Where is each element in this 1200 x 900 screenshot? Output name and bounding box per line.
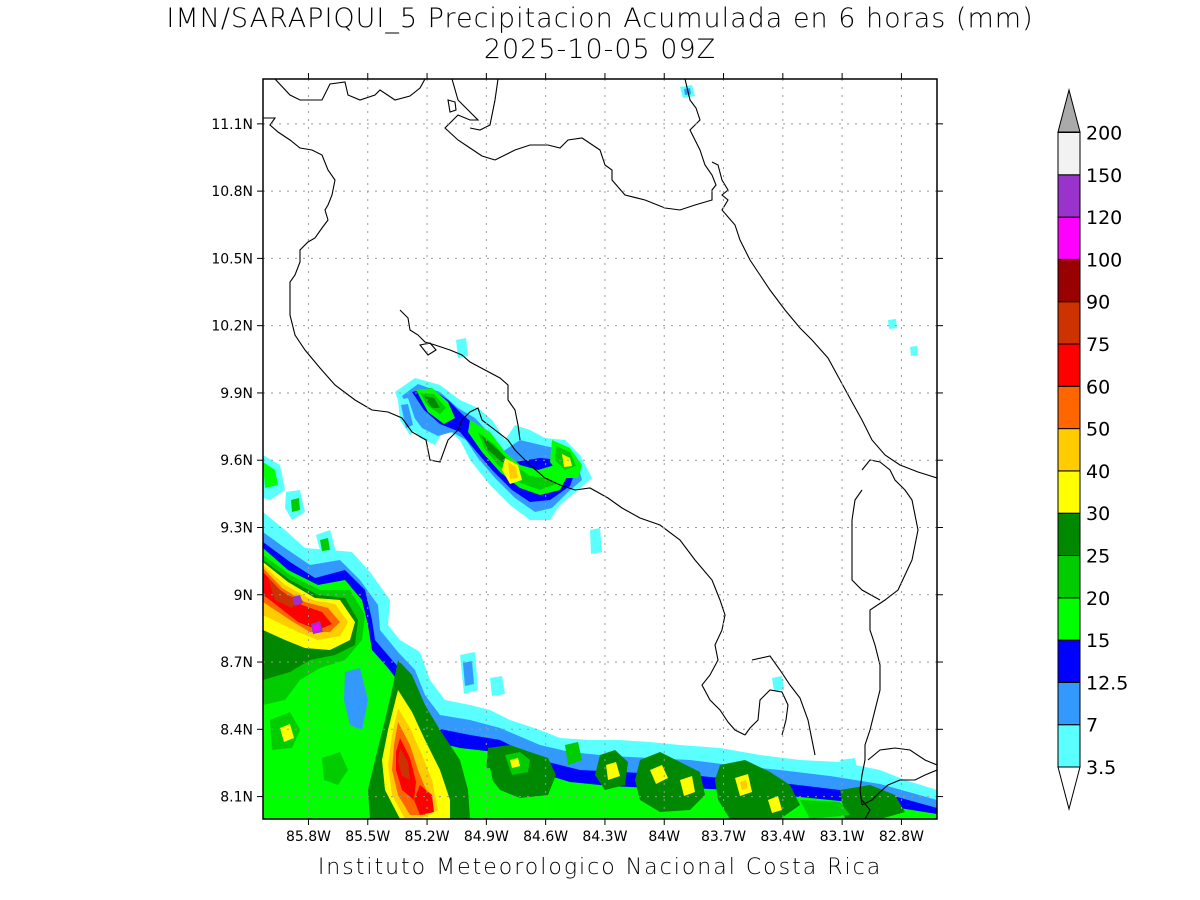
colorbar: 3.5 7 12.5 15 20 25 30 40 50 60 75 90 100 120 150 200 [1057,88,1128,811]
lat-tick-label: 9N [234,588,253,604]
colorbar-swatch [1057,385,1081,430]
rain-cell-south-coast-east [470,742,905,819]
grid-lines [263,79,937,819]
colorbar-label: 50 [1086,419,1110,441]
precipitation-field [263,85,937,819]
lon-tick-label: 82.8W [879,829,924,845]
lat-tick-label: 9.3N [220,520,253,536]
colorbar-label: 20 [1086,588,1110,610]
colorbar-label: 75 [1086,334,1110,356]
colorbar-label: 30 [1086,503,1110,525]
lat-tick-label: 8.1N [220,790,253,806]
rain-cell-central-south [368,660,470,819]
colorbar-swatch [1057,343,1081,387]
colorbar-swatch [1057,724,1081,768]
map-timestamp: 2025-10-05 09Z [483,34,717,65]
lat-tick-label: 10.8N [211,184,253,200]
lat-tick-label: 10.5N [211,251,253,267]
lon-tick-label: 84.3W [582,829,627,845]
colorbar-label: 7 [1086,715,1098,737]
lon-tick-label: 83.4W [760,829,805,845]
rain-cell-west-coast [263,338,602,696]
coastline-outline [263,79,937,819]
plot-frame [262,78,938,820]
colorbar-label: 40 [1086,461,1110,483]
lat-tick-label: 8.4N [220,722,253,738]
colorbar-label: 150 [1086,165,1122,187]
colorbar-swatch [1057,639,1081,683]
footer-credit: Instituto Meteorologico Nacional Costa R… [317,855,883,880]
colorbar-label: 25 [1086,546,1110,568]
lon-tick-label: 84.9W [464,829,509,845]
lat-tick-label: 9.6N [220,453,253,469]
colorbar-label: 90 [1086,292,1110,314]
colorbar-label: 200 [1086,123,1122,145]
lat-tick-label: 8.7N [220,655,253,671]
colorbar-swatch [1057,174,1081,218]
colorbar-swatch [1057,555,1081,599]
lon-tick-label: 84W [648,829,680,845]
rain-cell-southwest-small [270,668,368,785]
colorbar-swatch [1057,681,1081,726]
rain-cell-nicoya-core [263,555,365,705]
colorbar-label: 3.5 [1086,757,1116,779]
lon-tick-label: 85.8W [286,829,331,845]
longitude-axis: 85.8W 85.5W 85.2W 84.9W 84.6W 84.3W 84W 83.7W 83… [286,73,924,845]
colorbar-label: 15 [1086,630,1110,652]
lon-tick-label: 83.7W [701,829,746,845]
lon-tick-label: 84.6W [523,829,568,845]
colorbar-swatch [1057,428,1081,472]
lon-tick-label: 83.1W [820,829,865,845]
latitude-axis: 11.1N 10.8N 10.5N 10.2N 9.9N 9.6N 9.3N 9N 8.7N 8.… [211,117,943,806]
lon-tick-label: 85.2W [405,829,450,845]
colorbar-label: 12.5 [1086,672,1128,694]
lat-tick-label: 11.1N [211,117,253,133]
colorbar-max-arrow [1057,88,1081,133]
map-title: IMN/SARAPIQUI_5 Precipitacion Acumulada … [166,3,1034,34]
colorbar-swatch [1057,301,1081,345]
colorbar-swatch [1057,258,1081,303]
colorbar-min-arrow [1057,766,1081,811]
colorbar-swatch [1057,132,1081,176]
lon-tick-label: 85.5W [345,829,390,845]
colorbar-swatch [1057,216,1081,260]
lat-tick-label: 9.9N [220,386,253,402]
colorbar-label: 100 [1086,249,1122,271]
rain-cell-northern-band [395,378,592,520]
colorbar-swatch [1057,512,1081,557]
colorbar-label: 120 [1086,207,1122,229]
colorbar-swatch [1057,597,1081,641]
colorbar-swatch [1057,470,1081,514]
lat-tick-label: 10.2N [211,319,253,335]
colorbar-label: 60 [1086,376,1110,398]
